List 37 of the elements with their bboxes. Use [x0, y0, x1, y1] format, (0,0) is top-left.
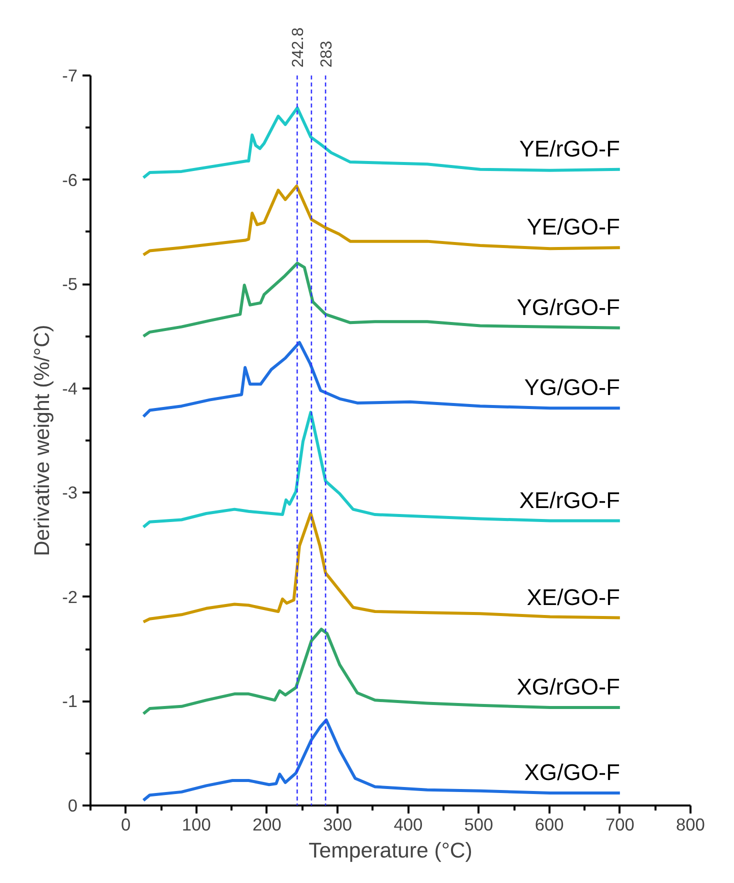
- line-series: [142, 512, 622, 624]
- series-label: XE/rGO-F: [519, 486, 620, 513]
- series-label: YE/rGO-F: [519, 135, 620, 162]
- y-tick-label: -3: [62, 482, 78, 503]
- y-tick-label: -6: [62, 170, 78, 190]
- y-tick-label: -7: [62, 66, 78, 86]
- x-tick-label: 300: [323, 814, 352, 834]
- y-tick-label: -2: [62, 586, 78, 607]
- x-tick-label: 100: [182, 814, 211, 834]
- line-series: [142, 340, 622, 418]
- x-tick-label: 400: [394, 814, 423, 834]
- line-series: [142, 184, 622, 256]
- series-label: YG/rGO-F: [516, 294, 620, 320]
- y-tick-label: -1: [62, 691, 78, 712]
- x-tick-label: 200: [252, 814, 282, 834]
- series-label: YE/GO-F: [526, 214, 620, 240]
- line-series: [142, 262, 622, 338]
- y-axis-title: Derivative weight (%/°C): [30, 324, 54, 556]
- x-tick-label: 800: [676, 814, 705, 834]
- series-label: XG/GO-F: [524, 758, 620, 785]
- y-tick-label: 0: [68, 796, 78, 816]
- line-series: [142, 410, 622, 529]
- line-series: [142, 628, 622, 716]
- x-axis-title: Temperature (°C): [308, 838, 472, 862]
- y-tick-label: -4: [62, 378, 78, 398]
- line-series: [142, 106, 622, 180]
- series-label: XE/GO-F: [526, 584, 620, 610]
- x-tick-label: 700: [605, 814, 634, 834]
- line-series: [142, 718, 622, 802]
- ref-line-label: 283: [318, 40, 336, 68]
- ref-line-label: 242.8: [290, 27, 308, 68]
- y-tick-label: -5: [62, 274, 78, 294]
- series-label: XG/rGO-F: [516, 673, 620, 700]
- x-tick-label: 0: [120, 814, 131, 834]
- x-tick-label: 500: [464, 814, 494, 834]
- x-tick-label: 600: [534, 814, 564, 834]
- series-label: YG/GO-F: [524, 374, 620, 400]
